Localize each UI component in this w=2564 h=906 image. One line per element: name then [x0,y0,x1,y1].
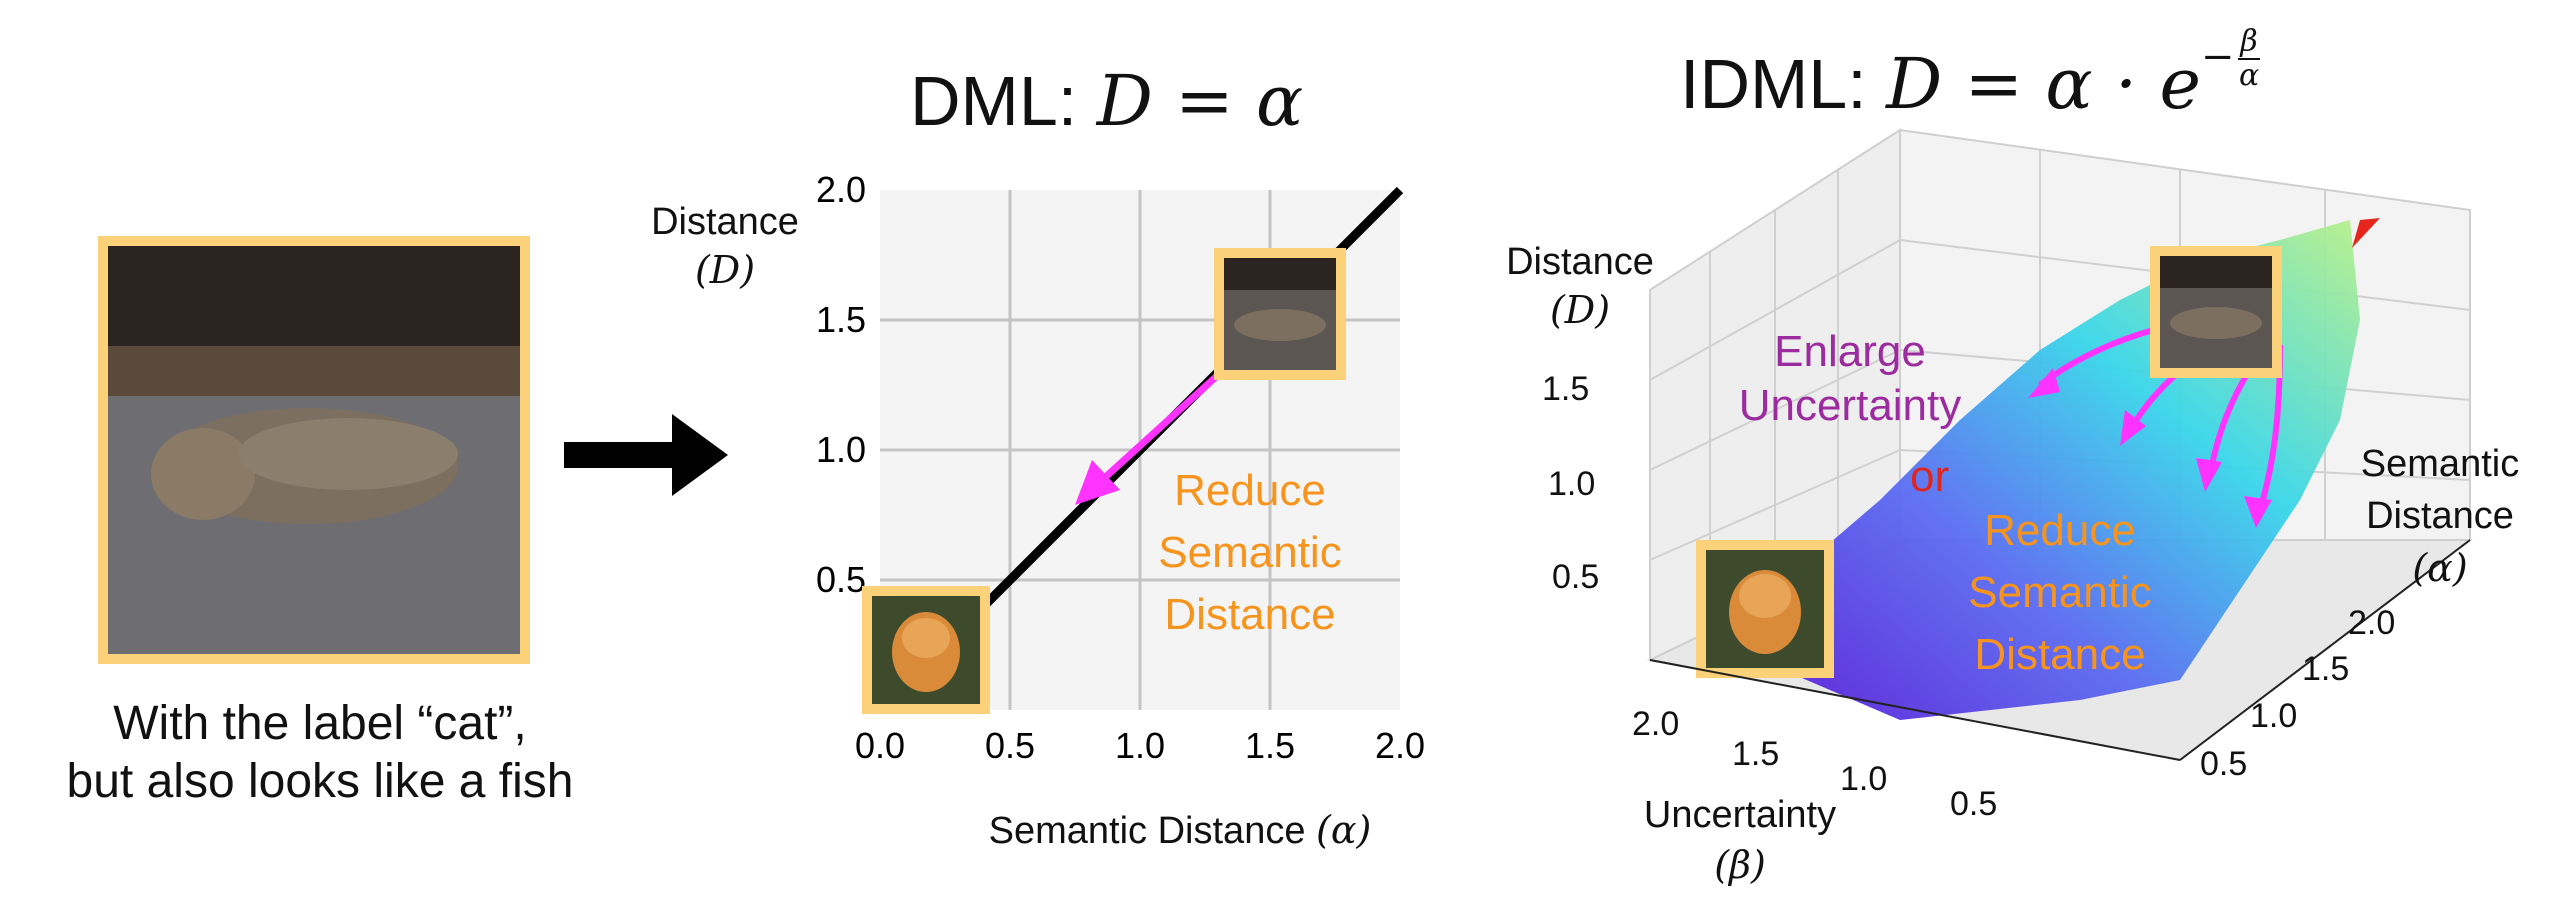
idml-ztick-2: 1.0 [1548,465,1596,503]
idml-cat-image [1696,540,1834,678]
idml-formula: D = α · e [1886,42,2201,125]
dml-ytick-label: 0.5 [816,559,866,600]
idml-alpha-symbol: (α) [2412,546,2468,590]
idml-alpha-tick-4: 0.5 [2200,745,2248,783]
idml-arrowhead-4-icon [2244,496,2272,528]
dml-ylabel-symbol: (D) [694,248,756,292]
dml-ytick-label: 2.0 [816,169,866,210]
dml-xlabel-symbol: (α) [1316,808,1372,852]
caption-line-1: With the label “cat”, [113,697,527,750]
idml-formula-exp: − [2200,33,2235,80]
dml-xlabel: Semantic Distance [988,810,1306,852]
idml-alpha-label-2: Distance [2366,495,2514,537]
idml-beta-symbol: (β) [1714,843,1766,887]
idml-zlabel: Distance [1506,241,1654,283]
idml-beta-tick-2: 1.5 [1732,735,1780,773]
idml-arrowhead-3-icon [2196,458,2222,492]
idml-beta-tick-4: 0.5 [1950,785,1998,823]
dml-xtick-label: 0.5 [985,725,1035,766]
idml-beta-label: Uncertainty [1643,794,1837,836]
dml-ylabel: Distance [651,201,799,243]
dml-xtick-label: 1.5 [1245,725,1295,766]
idml-beta-tick-3: 1.0 [1840,760,1888,798]
dml-fish-image [1214,248,1346,380]
dml-xtick-label: 1.0 [1115,725,1165,766]
idml-beta-axis [1649,659,2181,761]
idml-or-label: or [1910,452,1950,501]
dml-annotation-line-1: Reduce [1174,466,1326,515]
idml-ztick-3: 0.5 [1552,558,1600,596]
dml-formula: D = α [1096,60,1304,142]
idml-arrowhead-2-icon [2120,410,2146,446]
idml-reduce-line-2: Semantic [1968,568,2152,617]
idml-alpha-axis [2179,539,2471,761]
dml-xtick-label: 0.0 [855,725,905,766]
idml-ztick-1: 1.5 [1542,370,1590,408]
idml-alpha-tick-2: 1.5 [2302,650,2350,688]
caption-line-2: but also looks like a fish [66,755,574,808]
dml-reduce-arrowhead-icon [1075,460,1120,505]
dml-annotation-line-3: Distance [1164,590,1336,639]
dml-chart: 0.0 0.5 1.0 1.5 2.0 0.5 1.0 1.5 2.0 [816,169,1425,766]
idml-reduce-line-1: Reduce [1984,506,2136,555]
dml-title-prefix: DML: [910,62,1078,140]
cat-fish-photo [108,246,520,654]
idml-title-prefix: IDML: [1680,44,1867,123]
idml-reduce-line-3: Distance [1974,630,2146,679]
right-arrow-icon [564,414,728,496]
dml-annotation-line-2: Semantic [1158,528,1342,577]
dml-reduce-arrow [1097,372,1221,485]
idml-alpha-tick-3: 1.0 [2250,697,2298,735]
idml-arrowhead-1-icon [2028,368,2060,398]
idml-beta-tick-1: 2.0 [1632,705,1680,743]
idml-alpha-label-1: Semantic [2360,443,2520,485]
idml-enlarge-line-1: Enlarge [1774,327,1926,376]
dml-cat-image [862,586,990,714]
dml-xtick-label: 2.0 [1375,725,1425,766]
idml-fish-image [2150,246,2282,378]
dml-ytick-label: 1.5 [816,299,866,340]
idml-alpha-tick-1: 2.0 [2348,604,2396,642]
dml-ytick-label: 1.0 [816,429,866,470]
idml-formula-num: β [2238,24,2260,60]
idml-red-arrow-icon [2352,218,2380,248]
idml-enlarge-line-2: Uncertainty [1738,381,1962,430]
idml-zlabel-symbol: (D) [1549,288,1611,332]
idml-3d-chart [1646,128,2473,762]
source-image-frame [98,236,530,664]
idml-formula-den: α [2238,58,2260,93]
